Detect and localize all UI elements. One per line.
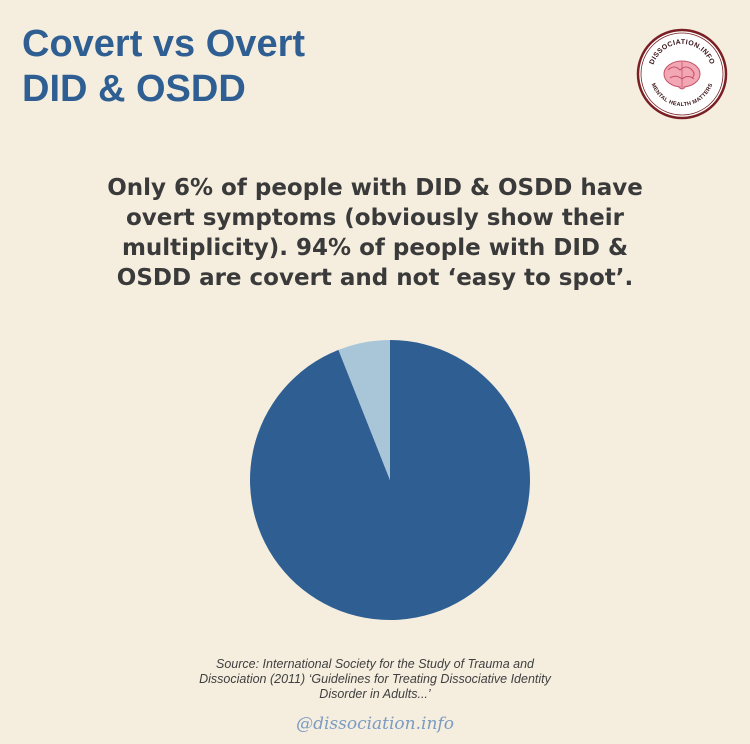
- source-line-3: Disorder in Adults...’: [319, 687, 431, 701]
- logo-graphic: DISSOCIATION.INFO MENTAL HEALTH MATTERS: [636, 28, 728, 120]
- source-line-1: Source: International Society for the St…: [216, 657, 534, 671]
- source-line-2: Dissociation (2011) ‘Guidelines for Trea…: [199, 672, 551, 686]
- brain-icon: [663, 60, 701, 90]
- pie-slice-2: [338, 340, 390, 480]
- page-title: Covert vs Overt DID & OSDD: [22, 22, 305, 112]
- pie-chart: [250, 340, 530, 620]
- dissociation-info-logo: DISSOCIATION.INFO MENTAL HEALTH MATTERS: [636, 28, 728, 120]
- social-handle: @dissociation.info: [296, 714, 454, 734]
- statistic-description: Only 6% of people with DID & OSDD have o…: [107, 175, 643, 291]
- title-line-1: Covert vs Overt: [22, 23, 306, 65]
- title-line-2: DID & OSDD: [22, 68, 246, 110]
- source-citation: Source: International Society for the St…: [160, 657, 590, 702]
